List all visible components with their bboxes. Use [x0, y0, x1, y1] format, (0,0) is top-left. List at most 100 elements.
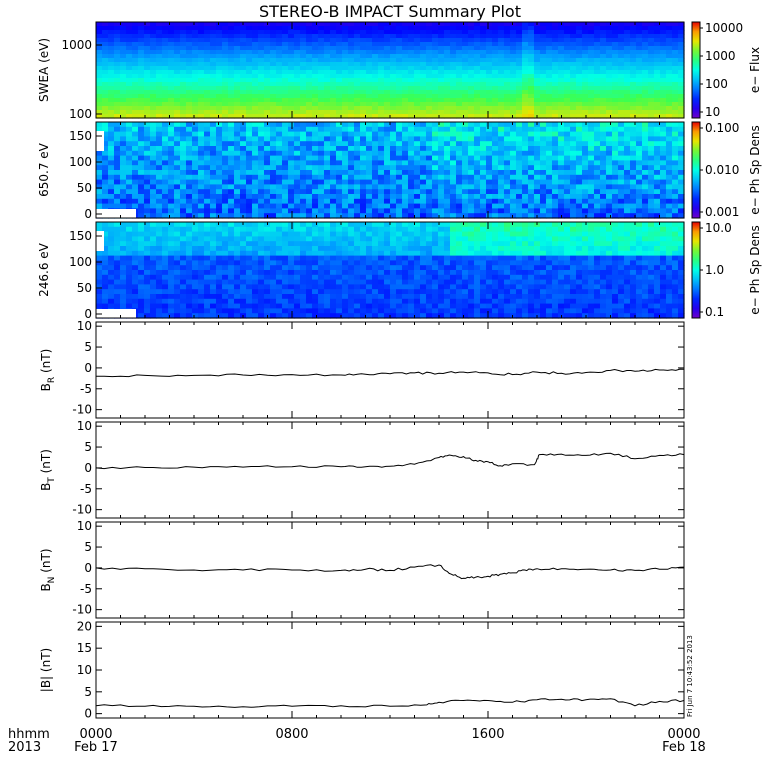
- heatmap-cell: [330, 198, 337, 205]
- heatmap-cell: [528, 114, 535, 119]
- heatmap-cell: [540, 42, 547, 47]
- heatmap-cell: [222, 284, 229, 290]
- heatmap-cell: [264, 208, 271, 214]
- heatmap-cell: [240, 184, 247, 190]
- heatmap-cell: [666, 90, 673, 95]
- heatmap-cell: [180, 255, 187, 261]
- heatmap-cell: [480, 174, 487, 181]
- heatmap-cell: [576, 203, 583, 209]
- heatmap-cell: [222, 26, 229, 31]
- heatmap-cell: [522, 82, 529, 87]
- heatmap-cell: [228, 236, 235, 242]
- heatmap-cell: [516, 90, 523, 95]
- heatmap-cell: [450, 141, 457, 147]
- heatmap-cell: [216, 203, 223, 209]
- heatmap-cell: [486, 70, 493, 75]
- heatmap-cell: [588, 174, 595, 181]
- heatmap-cell: [522, 50, 529, 55]
- heatmap-cell: [354, 62, 361, 67]
- heatmap-cell: [672, 155, 679, 161]
- heatmap-cell: [342, 94, 349, 99]
- heatmap-cell: [450, 184, 457, 190]
- heatmap-cell: [402, 174, 409, 181]
- heatmap-cell: [120, 82, 127, 87]
- heatmap-cell: [672, 22, 679, 27]
- heatmap-cell: [126, 279, 133, 285]
- y-tick-label: 50: [77, 181, 92, 195]
- panel-frame: [95, 121, 685, 219]
- heatmap-cell: [228, 294, 235, 300]
- heatmap-cell: [120, 170, 127, 176]
- heatmap-cell: [300, 70, 307, 75]
- heatmap-cell: [546, 82, 553, 87]
- heatmap-cell: [462, 98, 469, 103]
- heatmap-cell: [198, 155, 205, 161]
- heatmap-cell: [576, 136, 583, 142]
- heatmap-cell: [252, 136, 259, 142]
- heatmap-cell: [624, 26, 631, 31]
- heatmap-cell: [318, 34, 325, 39]
- heatmap-cell: [246, 26, 253, 31]
- heatmap-cell: [570, 90, 577, 95]
- heatmap-cell: [216, 110, 223, 115]
- heatmap-cell: [366, 26, 373, 31]
- heatmap-cell: [498, 184, 505, 190]
- heatmap-cell: [582, 30, 589, 35]
- heatmap-cell: [540, 131, 547, 137]
- heatmap-cell: [108, 222, 115, 228]
- heatmap-cell: [564, 131, 571, 137]
- heatmap-cell: [426, 106, 433, 111]
- heatmap-cell: [102, 222, 109, 228]
- heatmap-cell: [342, 141, 349, 147]
- heatmap-cell: [666, 62, 673, 67]
- heatmap-cell: [180, 94, 187, 99]
- heatmap-cell: [630, 131, 637, 137]
- heatmap-cell: [402, 74, 409, 79]
- heatmap-cell: [480, 22, 487, 27]
- heatmap-cell: [414, 198, 421, 205]
- heatmap-cell: [108, 46, 115, 51]
- heatmap-cell: [204, 222, 211, 228]
- heatmap-cell: [96, 255, 103, 261]
- heatmap-cell: [354, 102, 361, 107]
- heatmap-cell: [534, 66, 541, 71]
- heatmap-cell: [372, 46, 379, 51]
- heatmap-cell: [318, 146, 325, 152]
- heatmap-cell: [156, 42, 163, 47]
- heatmap-cell: [192, 150, 199, 157]
- heatmap-cell: [330, 42, 337, 47]
- heatmap-cell: [408, 38, 415, 43]
- heatmap-cell: [168, 126, 175, 133]
- heatmap-cell: [156, 231, 163, 237]
- heatmap-cell: [528, 110, 535, 115]
- heatmap-cell: [540, 82, 547, 87]
- heatmap-cell: [216, 136, 223, 142]
- heatmap-cell: [642, 62, 649, 67]
- heatmap-cell: [222, 102, 229, 107]
- heatmap-cell: [282, 170, 289, 176]
- heatmap-cell: [288, 189, 295, 195]
- heatmap-cell: [96, 303, 103, 309]
- heatmap-cell: [300, 50, 307, 55]
- heatmap-cell: [168, 255, 175, 261]
- heatmap-cell: [228, 241, 235, 247]
- heatmap-cell: [246, 54, 253, 59]
- heatmap-cell: [192, 46, 199, 51]
- heatmap-cell: [198, 222, 205, 228]
- heatmap-cell: [414, 194, 421, 200]
- heatmap-cell: [366, 170, 373, 176]
- heatmap-cell: [246, 94, 253, 99]
- heatmap-cell: [294, 213, 301, 219]
- heatmap-cell: [504, 106, 511, 111]
- heatmap-cell: [216, 94, 223, 99]
- heatmap-cell: [564, 98, 571, 103]
- heatmap-cell: [294, 66, 301, 71]
- heatmap-cell: [192, 26, 199, 31]
- heatmap-cell: [612, 22, 619, 27]
- heatmap-cell: [486, 213, 493, 219]
- heatmap-cell: [456, 94, 463, 99]
- heatmap-cell: [180, 74, 187, 79]
- heatmap-cell: [186, 78, 193, 83]
- heatmap-cell: [432, 86, 439, 91]
- heatmap-cell: [588, 170, 595, 176]
